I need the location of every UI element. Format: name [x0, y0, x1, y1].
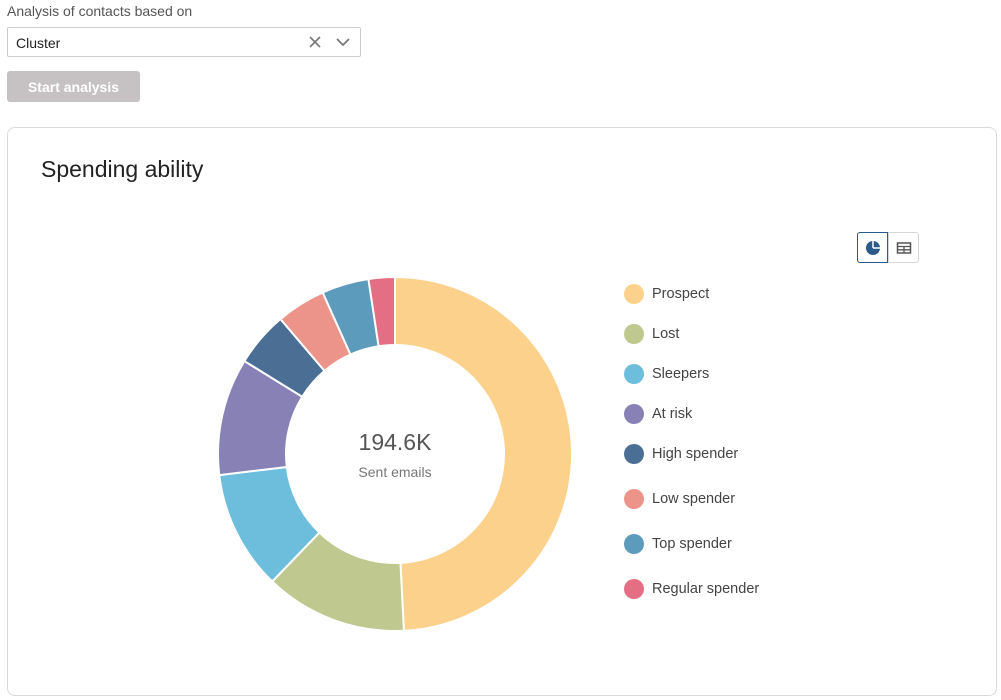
center-label: Sent emails — [358, 464, 431, 480]
legend-label: Prospect — [652, 286, 710, 302]
legend-swatch — [624, 404, 644, 424]
legend-swatch — [624, 489, 644, 509]
pie-view-button[interactable] — [857, 232, 888, 263]
start-analysis-button[interactable]: Start analysis — [7, 71, 140, 102]
table-view-button[interactable] — [888, 232, 919, 263]
spending-ability-card: Spending ability 194.6K Sent emails — [7, 127, 997, 696]
cluster-select[interactable]: Cluster — [7, 27, 361, 57]
legend-label: Top spender — [652, 536, 732, 552]
card-title: Spending ability — [41, 156, 204, 182]
legend-swatch — [624, 534, 644, 554]
legend-label: Low spender — [652, 491, 736, 507]
legend-label: Lost — [652, 326, 680, 342]
close-icon[interactable] — [308, 35, 322, 49]
legend-swatch — [624, 284, 644, 304]
legend-swatch — [624, 324, 644, 344]
legend-swatch — [624, 579, 644, 599]
chevron-down-icon[interactable] — [335, 35, 351, 49]
center-value: 194.6K — [359, 429, 433, 455]
legend-swatch — [624, 364, 644, 384]
legend-label: Regular spender — [652, 581, 760, 597]
legend-label: Sleepers — [652, 366, 710, 382]
legend-label: High spender — [652, 446, 739, 462]
view-toggle — [857, 232, 920, 264]
slice-regular-spender[interactable] — [367, 275, 396, 348]
slice-prospect[interactable] — [394, 275, 573, 632]
analysis-label: Analysis of contacts based on — [7, 3, 193, 19]
donut-chart: 194.6K Sent emails — [217, 275, 573, 632]
legend-swatch — [624, 444, 644, 464]
select-value: Cluster — [16, 35, 61, 51]
legend-label: At risk — [652, 406, 693, 422]
